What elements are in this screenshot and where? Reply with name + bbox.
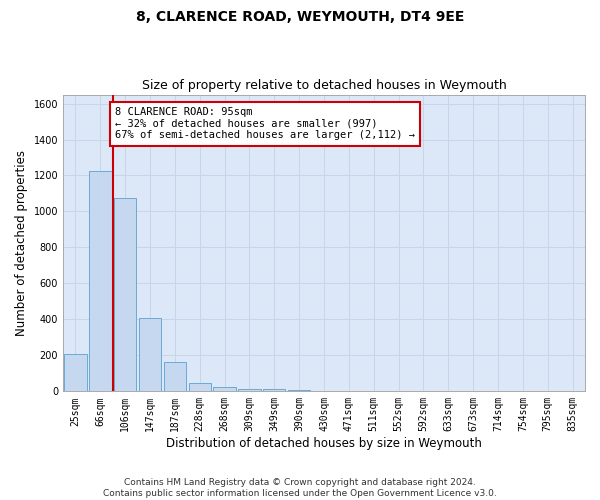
X-axis label: Distribution of detached houses by size in Weymouth: Distribution of detached houses by size … (166, 437, 482, 450)
Bar (238, 388, 260, 392)
Bar (89, 171, 112, 392)
Text: 8, CLARENCE ROAD, WEYMOUTH, DT4 9EE: 8, CLARENCE ROAD, WEYMOUTH, DT4 9EE (136, 10, 464, 24)
Y-axis label: Number of detached properties: Number of detached properties (15, 150, 28, 336)
Bar (114, 198, 136, 392)
Text: Contains HM Land Registry data © Crown copyright and database right 2024.
Contai: Contains HM Land Registry data © Crown c… (103, 478, 497, 498)
Bar (288, 390, 310, 392)
Bar (188, 383, 211, 392)
Text: 8 CLARENCE ROAD: 95sqm
← 32% of detached houses are smaller (997)
67% of semi-de: 8 CLARENCE ROAD: 95sqm ← 32% of detached… (115, 107, 415, 140)
Bar (64, 354, 86, 392)
Bar (263, 389, 286, 392)
Title: Size of property relative to detached houses in Weymouth: Size of property relative to detached ho… (142, 79, 506, 92)
Bar (214, 387, 236, 392)
Bar (164, 362, 186, 392)
Bar (139, 318, 161, 392)
